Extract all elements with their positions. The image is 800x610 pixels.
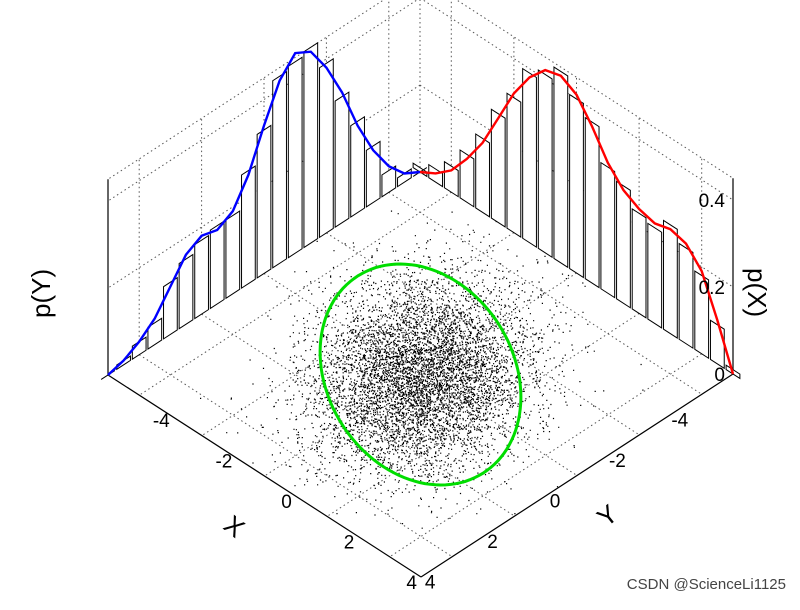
y-histogram-bar: [459, 149, 475, 208]
x-histogram-bar: [365, 140, 381, 208]
x-histogram-bar: [287, 56, 303, 259]
x-tick-label: -4: [671, 410, 688, 431]
x-tick-label: 0: [550, 492, 561, 513]
y-tick-label: -2: [215, 452, 232, 473]
y-histogram-bar: [694, 270, 710, 360]
y-density-curve: [419, 68, 735, 375]
x-axis-label: X: [218, 509, 250, 543]
x-histogram-bar: [131, 336, 147, 361]
y-histogram-bar: [709, 319, 725, 370]
scatter-points: [200, 210, 644, 529]
y-tick-label: 2: [344, 532, 355, 553]
density-curves: [107, 50, 735, 376]
x-histogram-bar: [350, 115, 365, 218]
x-histogram-bar: [412, 167, 428, 177]
x-tick-label: 2: [487, 532, 498, 553]
y-histogram-bar: [490, 108, 506, 228]
x-density-curve: [107, 50, 421, 376]
floor-grid-line: [138, 354, 453, 558]
x-tick-label: 4: [425, 573, 436, 594]
y-histogram-bar: [600, 161, 616, 299]
x-histogram-bar: [256, 124, 272, 279]
x-histogram-bar: [225, 210, 241, 300]
x-histogram-bar: [194, 234, 209, 320]
x-histogram-bar: [381, 165, 397, 198]
y-histogram-bar: [569, 93, 584, 279]
floor-grid-line: [264, 272, 577, 477]
y-histogram-bar: [678, 242, 694, 350]
y-histogram-bar: [475, 133, 490, 218]
y-histogram-bar: [663, 219, 678, 339]
x-histogram-bar: [272, 70, 287, 269]
y-axis-line: [107, 374, 422, 578]
x-histogram-bar: [116, 355, 131, 371]
floor-grid-line: [389, 353, 702, 558]
y-tick-label: 4: [406, 573, 417, 594]
y-histogram-bar: [506, 92, 522, 238]
y-histogram-bar: [428, 163, 444, 188]
y-axis-label: Y: [591, 498, 623, 532]
x-histogram-bar: [319, 57, 334, 239]
x-tick-label: -2: [609, 451, 626, 472]
x-histogram-bar: [209, 220, 225, 310]
x-histogram-bar: [303, 41, 319, 249]
y-histogram-bar: [522, 67, 537, 249]
y-histogram-bar: [616, 180, 631, 309]
y-histogram-bar: [647, 222, 663, 329]
z-tick-label: 0: [714, 365, 725, 386]
x-histogram-bar: [147, 317, 163, 350]
y-histogram-bar: [537, 69, 553, 259]
x-histogram-bar: [334, 91, 350, 229]
x-histogram-bar: [178, 253, 194, 330]
tick-labels: -4 -2 0 2 4 -4 -2 0 2 4 0 0.2 0.4: [153, 191, 726, 594]
confidence-ellipse: [318, 262, 523, 487]
y-histogram-bar: [412, 162, 428, 178]
watermark: CSDN @ScienceLi1125: [626, 576, 786, 593]
z-tick-label: 0.2: [699, 278, 725, 299]
left-z-axis-label: p(Y): [26, 269, 56, 318]
z-tick-label: 0.4: [699, 191, 726, 212]
marginal-histograms: [100, 41, 741, 380]
axes-box: [107, 0, 734, 578]
y-tick-label: -4: [153, 411, 170, 432]
floor-grid-line: [201, 313, 515, 517]
y-tick-label: 0: [281, 492, 292, 513]
right-z-axis-label: p(X): [742, 268, 772, 317]
x-axis-line: [420, 373, 734, 578]
y-histogram-bar: [553, 66, 569, 269]
y-histogram-bar: [631, 207, 647, 319]
confidence-ellipse-group: [318, 262, 523, 487]
y-histogram-bar: [584, 116, 600, 289]
x-histogram-bar: [241, 165, 256, 290]
scatter-point-cloud: [200, 210, 644, 529]
